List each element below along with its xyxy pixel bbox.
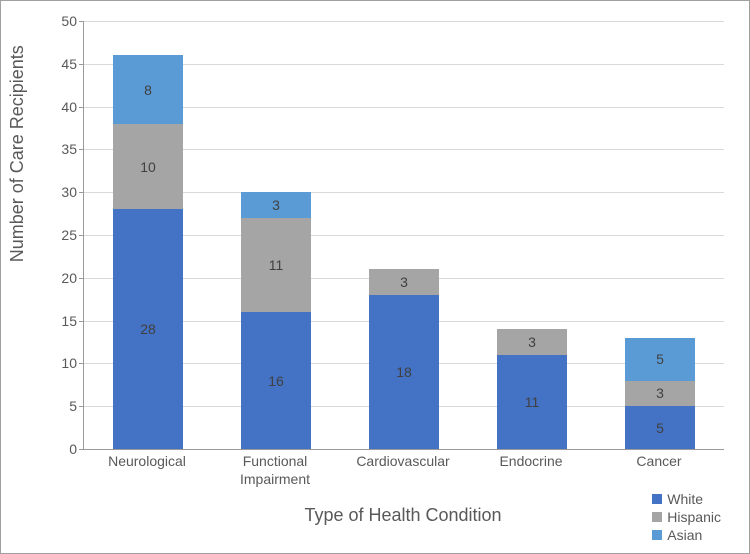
x-axis-title: Type of Health Condition bbox=[83, 505, 723, 526]
bar-value-label: 3 bbox=[369, 274, 439, 290]
legend-item-hispanic: Hispanic bbox=[652, 509, 721, 525]
y-tick-label: 15 bbox=[43, 313, 77, 329]
bar-segment-hispanic: 3 bbox=[497, 329, 567, 355]
bar-segment-hispanic: 3 bbox=[625, 381, 695, 407]
legend-item-white: White bbox=[652, 491, 721, 507]
y-axis-title: Number of Care Recipients bbox=[7, 45, 28, 262]
legend-label: Hispanic bbox=[667, 509, 721, 525]
bar-value-label: 11 bbox=[497, 394, 567, 410]
bar-value-label: 11 bbox=[241, 257, 311, 273]
bar-value-label: 28 bbox=[113, 321, 183, 337]
bar-segment-asian: 8 bbox=[113, 55, 183, 123]
x-category-label: Neurological bbox=[83, 453, 211, 471]
x-category-label: FunctionalImpairment bbox=[211, 453, 339, 488]
bar-segment-hispanic: 10 bbox=[113, 124, 183, 210]
y-tick-label: 10 bbox=[43, 355, 77, 371]
bar-segment-white: 18 bbox=[369, 295, 439, 449]
bar-value-label: 8 bbox=[113, 82, 183, 98]
legend-label: White bbox=[667, 491, 703, 507]
bar-value-label: 5 bbox=[625, 351, 695, 367]
bar-segment-hispanic: 11 bbox=[241, 218, 311, 312]
bar-segment-white: 11 bbox=[497, 355, 567, 449]
legend: White Hispanic Asian bbox=[652, 489, 721, 545]
plot-area: 28 10 8 16 11 3 18 3 11 3 5 3 5 bbox=[83, 21, 724, 450]
legend-swatch bbox=[652, 512, 662, 522]
bar-value-label: 3 bbox=[625, 385, 695, 401]
y-tick-label: 0 bbox=[43, 441, 77, 457]
bar-segment-white: 16 bbox=[241, 312, 311, 449]
bar-value-label: 16 bbox=[241, 373, 311, 389]
y-tick-label: 35 bbox=[43, 141, 77, 157]
x-category-label: Endocrine bbox=[467, 453, 595, 471]
bar-value-label: 3 bbox=[241, 197, 311, 213]
y-tick-mark bbox=[79, 107, 84, 108]
y-tick-mark bbox=[79, 149, 84, 150]
legend-label: Asian bbox=[667, 527, 702, 543]
bar-segment-white: 5 bbox=[625, 406, 695, 449]
x-category-label: Cardiovascular bbox=[339, 453, 467, 471]
bar-value-label: 18 bbox=[369, 364, 439, 380]
y-tick-label: 30 bbox=[43, 184, 77, 200]
bar-segment-hispanic: 3 bbox=[369, 269, 439, 295]
y-tick-label: 20 bbox=[43, 270, 77, 286]
y-tick-label: 25 bbox=[43, 227, 77, 243]
legend-swatch bbox=[652, 530, 662, 540]
y-tick-mark bbox=[79, 278, 84, 279]
bar-value-label: 5 bbox=[625, 420, 695, 436]
y-tick-label: 5 bbox=[43, 398, 77, 414]
legend-item-asian: Asian bbox=[652, 527, 721, 543]
y-tick-mark bbox=[79, 363, 84, 364]
y-tick-mark bbox=[79, 64, 84, 65]
bar-value-label: 10 bbox=[113, 159, 183, 175]
gridline bbox=[84, 21, 724, 22]
y-tick-mark bbox=[79, 21, 84, 22]
bar-segment-white: 28 bbox=[113, 209, 183, 449]
x-category-label: Cancer bbox=[595, 453, 723, 471]
y-tick-mark bbox=[79, 235, 84, 236]
bar-segment-asian: 5 bbox=[625, 338, 695, 381]
y-tick-label: 40 bbox=[43, 99, 77, 115]
y-tick-mark bbox=[79, 321, 84, 322]
chart-container: 2810816113183113535 Number of Care Recip… bbox=[0, 0, 750, 554]
bar-value-label: 3 bbox=[497, 334, 567, 350]
y-tick-mark bbox=[79, 449, 84, 450]
y-tick-mark bbox=[79, 192, 84, 193]
y-tick-mark bbox=[79, 406, 84, 407]
legend-swatch bbox=[652, 494, 662, 504]
y-tick-label: 45 bbox=[43, 56, 77, 72]
bar-segment-asian: 3 bbox=[241, 192, 311, 218]
y-tick-label: 50 bbox=[43, 13, 77, 29]
